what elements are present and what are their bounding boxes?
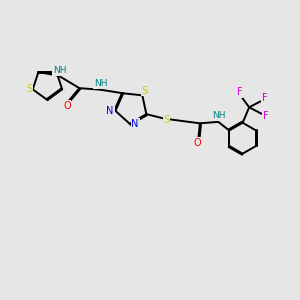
Text: F: F (262, 93, 267, 103)
Text: O: O (63, 101, 71, 111)
Text: F: F (237, 87, 242, 97)
Text: O: O (194, 138, 202, 148)
Text: N: N (131, 119, 139, 129)
Text: NH: NH (53, 66, 67, 75)
Text: S: S (142, 85, 148, 96)
Text: S: S (164, 116, 169, 125)
Text: NH: NH (94, 79, 107, 88)
Text: NH: NH (212, 111, 226, 120)
Text: N: N (106, 106, 114, 116)
Text: S: S (26, 84, 32, 94)
Text: F: F (263, 111, 268, 121)
